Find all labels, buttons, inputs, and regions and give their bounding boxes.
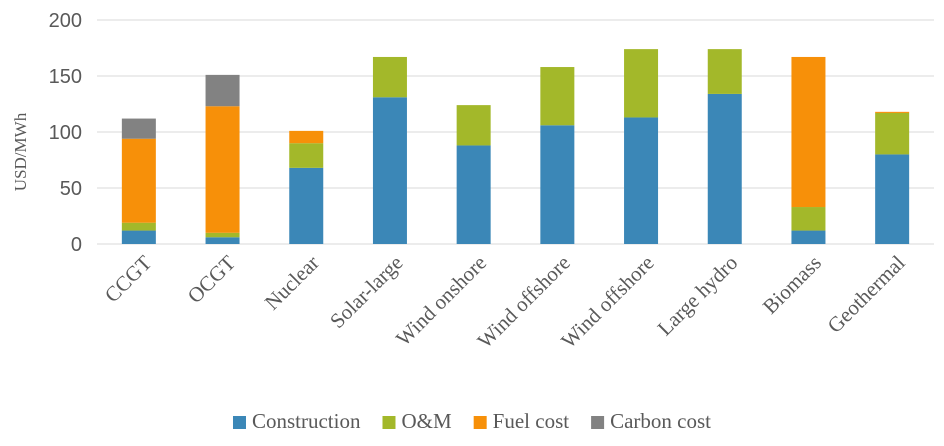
legend-label: Construction [252, 409, 361, 433]
bar-segment [121, 138, 156, 223]
bar-segment [205, 237, 240, 244]
bar-segment [121, 230, 156, 244]
legend-swatch [473, 416, 487, 429]
y-axis-ticks: 0 50 100 150 200 [49, 10, 82, 256]
bar-segment [205, 106, 240, 233]
legend-item: O&M [382, 409, 452, 433]
legend-label: Carbon cost [610, 409, 711, 433]
y-tick-label: 200 [49, 10, 82, 32]
bar-segment [540, 67, 575, 126]
bar-segment [707, 49, 742, 94]
bar-segment [289, 130, 324, 144]
bar-segment [791, 230, 826, 244]
x-tick-label: Geothermal [823, 250, 910, 337]
legend-item: Fuel cost [473, 409, 570, 433]
bar-segment [791, 56, 826, 208]
bars [121, 49, 910, 244]
bar-segment [540, 125, 575, 244]
legend-item: Carbon cost [591, 409, 711, 433]
bar-segment [372, 97, 407, 244]
bar-segment [875, 154, 910, 244]
bar-segment [624, 117, 659, 244]
bar-segment [289, 167, 324, 244]
y-axis-label: USD/MWh [11, 112, 30, 191]
bar-segment [289, 143, 324, 168]
bar-segment [121, 222, 156, 231]
bar-segment [205, 232, 240, 238]
bar-segment [456, 105, 491, 146]
x-tick-label: Nuclear [260, 251, 324, 315]
legend-swatch [382, 416, 396, 429]
bar-segment [707, 93, 742, 244]
y-tick-label: 0 [71, 234, 82, 256]
bar-segment [791, 207, 826, 231]
legend-label: Fuel cost [493, 409, 570, 433]
y-tick-label: 150 [49, 66, 82, 88]
legend-swatch [591, 416, 605, 429]
bar-segment [121, 118, 156, 139]
bar-segment [875, 112, 910, 155]
x-tick-label: Solar-large [325, 251, 407, 333]
y-tick-label: 50 [60, 178, 82, 200]
x-tick-label: Biomass [758, 251, 826, 319]
legend: Construction O&M Fuel cost Carbon cost [232, 409, 711, 433]
bar-segment [372, 56, 407, 98]
bar-segment [875, 111, 910, 113]
bar-segment [205, 74, 240, 107]
y-tick-label: 100 [49, 122, 82, 144]
bar-segment [624, 49, 659, 118]
x-tick-label: Large hydro [653, 251, 743, 341]
x-tick-label: OCGT [183, 250, 241, 308]
legend-swatch [232, 416, 246, 429]
x-tick-label: CCGT [100, 250, 157, 307]
legend-label: O&M [401, 409, 452, 433]
bar-segment [456, 145, 491, 244]
legend-item: Construction [232, 409, 361, 433]
